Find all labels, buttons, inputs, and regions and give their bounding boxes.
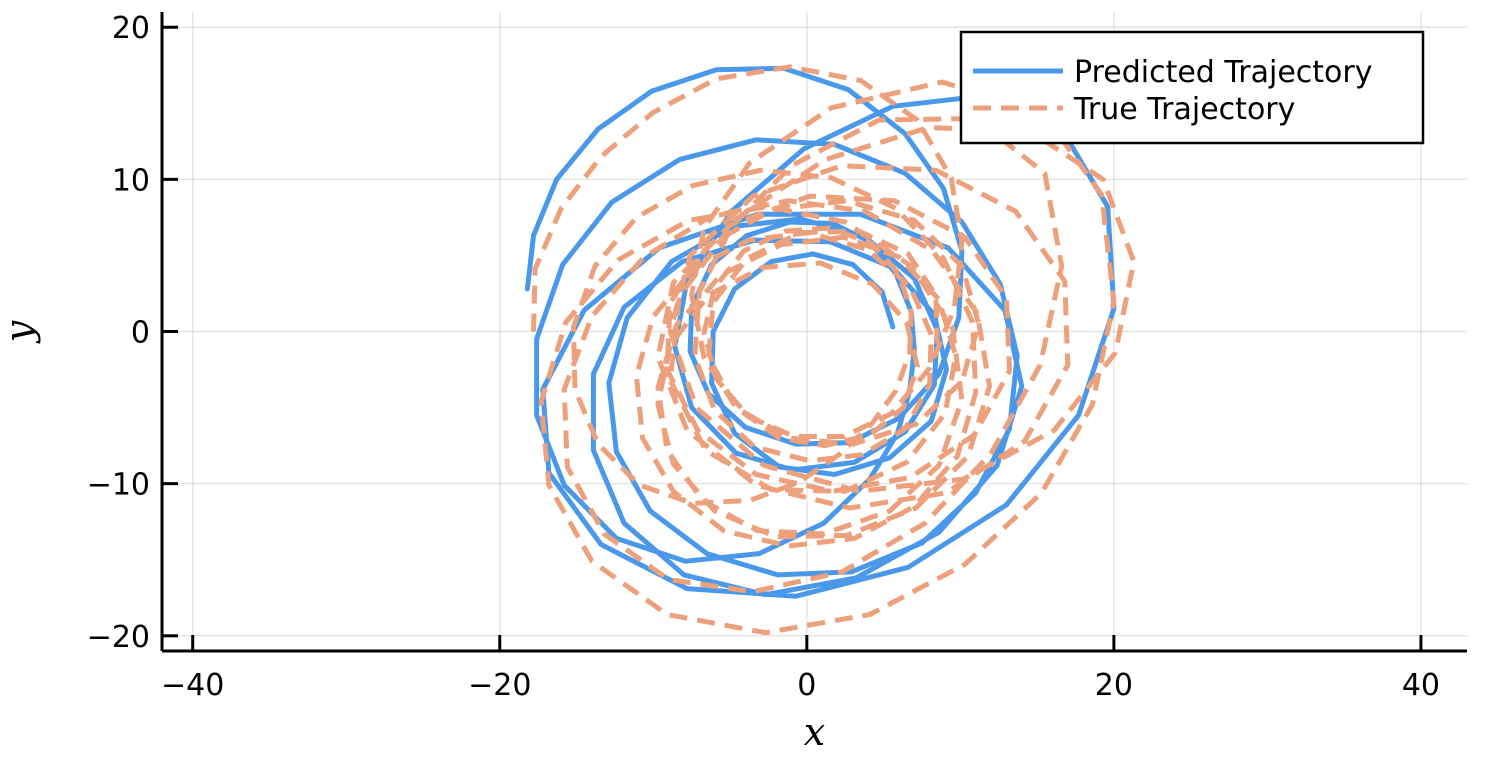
grid-lines — [162, 12, 1467, 651]
legend: Predicted Trajectory True Trajectory — [959, 30, 1425, 145]
x-tick-label-0: −40 — [161, 668, 224, 703]
legend-label-predicted: Predicted Trajectory — [1074, 55, 1373, 90]
x-tick-label-1: −20 — [468, 668, 531, 703]
x-tick-label-4: 40 — [1402, 668, 1440, 703]
y-tick-label-1: −10 — [87, 468, 150, 503]
x-axis-label: x — [804, 710, 825, 754]
y-tick-label-2: 0 — [131, 316, 150, 351]
series-layer — [524, 64, 1137, 636]
x-tick-label-2: 0 — [797, 668, 816, 703]
y-tick-label-4: 20 — [112, 11, 150, 46]
legend-label-true: True Trajectory — [1073, 92, 1295, 127]
y-tick-label-3: 10 — [112, 163, 150, 198]
series-line-1 — [531, 64, 1137, 636]
legend-box — [959, 30, 1425, 145]
y-tick-label-0: −20 — [87, 620, 150, 655]
tick-group: −40 −20 0 20 40 −20 −10 0 10 20 — [87, 11, 1440, 703]
x-tick-label-3: 20 — [1095, 668, 1133, 703]
y-axis-label: y — [0, 320, 41, 344]
